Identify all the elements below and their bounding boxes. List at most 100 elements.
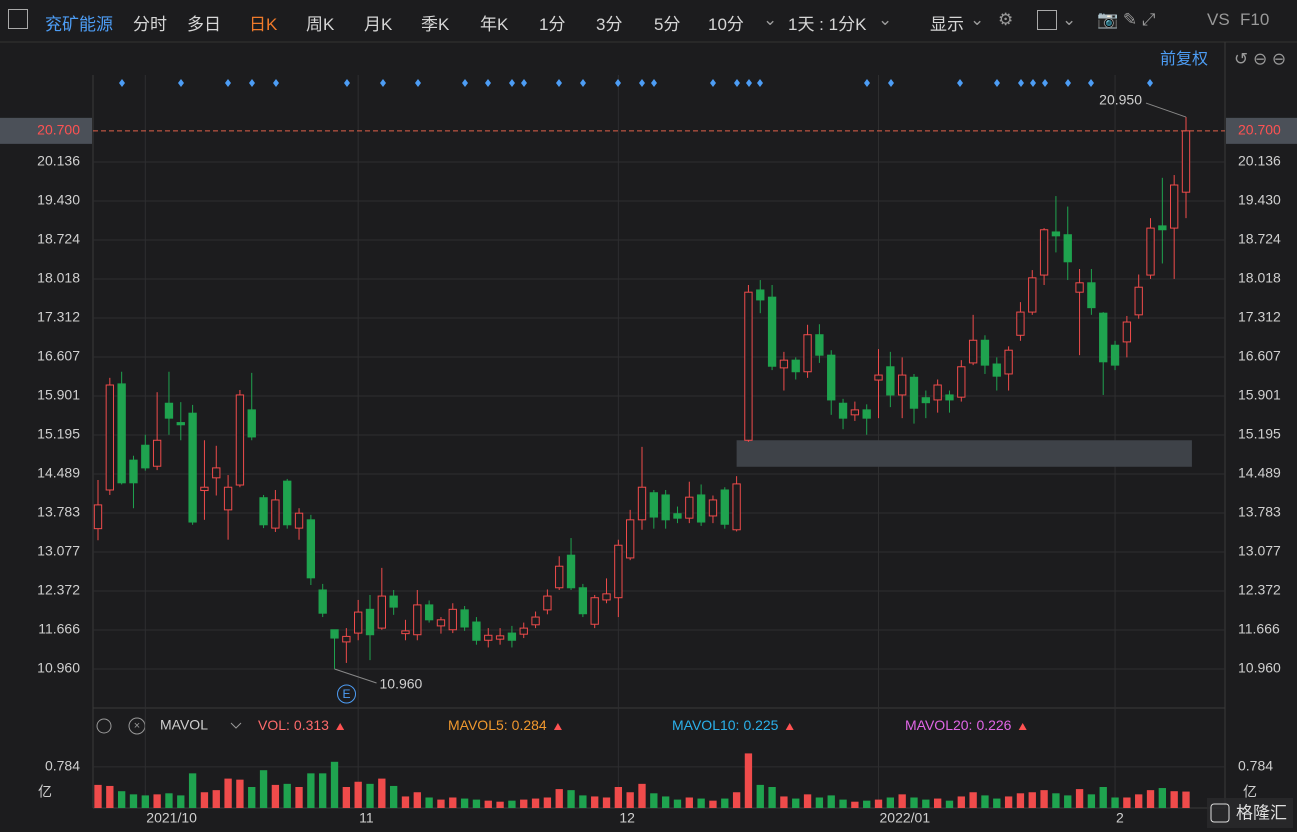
- candle-body: [779, 359, 789, 369]
- volume-bar: [1182, 791, 1190, 808]
- indicator-value: 0.284: [512, 717, 547, 733]
- interval-select[interactable]: 1天 : 1分K: [788, 15, 867, 34]
- volume-bar: [129, 794, 138, 808]
- volume-bar: [1016, 793, 1025, 808]
- volume-bar: [1111, 797, 1119, 808]
- checkbox[interactable]: [1037, 10, 1057, 30]
- last-price-label: 20.700: [1238, 122, 1281, 138]
- indicator-name: MAVOL10:: [672, 717, 739, 733]
- candle-body: [531, 616, 540, 626]
- y-tick-label: 10.960: [1238, 660, 1281, 676]
- volume-bar: [283, 783, 291, 808]
- y-tick-label: 10.960: [37, 660, 80, 676]
- candle-body: [330, 629, 339, 639]
- y-tick-label: 12.372: [1238, 582, 1281, 598]
- volume-bar: [496, 801, 504, 808]
- period-tab[interactable]: 周K: [306, 15, 335, 34]
- volume-bar: [898, 794, 906, 808]
- candle-body: [720, 489, 729, 525]
- trend-arrow: [1018, 723, 1027, 730]
- candle-body: [980, 339, 990, 366]
- settings-icon[interactable]: [96, 718, 112, 734]
- display-caret[interactable]: ⌄: [970, 10, 985, 29]
- volume-bar: [200, 792, 209, 808]
- volume-bar: [969, 792, 977, 808]
- volume-bar: [626, 792, 634, 808]
- candle-body: [1146, 227, 1155, 276]
- y-tick-label: 18.724: [1238, 231, 1281, 247]
- volume-bar: [673, 799, 682, 808]
- period-tab[interactable]: 年K: [480, 15, 509, 34]
- y-tick-label: 11.666: [1238, 621, 1280, 637]
- volume-bar: [508, 800, 516, 808]
- tool-icons[interactable]: 📷 ✎ ⤢: [1097, 10, 1156, 29]
- candle-body: [957, 366, 966, 398]
- volume-bar: [910, 797, 918, 808]
- period-tab[interactable]: 5分: [654, 15, 681, 34]
- candle-body: [649, 492, 658, 518]
- volume-bar: [177, 795, 185, 808]
- candle-body: [945, 394, 954, 401]
- period-tab[interactable]: 月K: [364, 15, 393, 34]
- y-tick-label: 18.018: [1238, 270, 1281, 286]
- event-marker: [1030, 79, 1036, 87]
- checkbox-caret[interactable]: ⌄: [1062, 10, 1077, 29]
- candle-body: [152, 439, 162, 467]
- candle-body: [495, 635, 505, 640]
- y-tick-label: 15.195: [1238, 426, 1281, 442]
- volume-bar: [117, 791, 126, 808]
- candle-body: [555, 565, 564, 589]
- period-tab[interactable]: 1分: [539, 15, 566, 34]
- event-marker: [462, 79, 468, 87]
- trend-arrow: [336, 723, 345, 730]
- volume-bar: [1004, 796, 1013, 808]
- f10-button[interactable]: F10: [1240, 10, 1270, 29]
- volume-bar: [271, 784, 280, 808]
- menu-icon[interactable]: [8, 9, 28, 29]
- interval-caret[interactable]: ⌄: [878, 10, 893, 29]
- event-marker: [615, 79, 621, 87]
- candle-body: [791, 359, 800, 373]
- period-tab[interactable]: 多日: [187, 15, 221, 34]
- y-tick-label: 20.136: [37, 153, 80, 169]
- last-price-label: 20.700: [37, 122, 80, 138]
- dropdown-caret[interactable]: [230, 722, 242, 729]
- candle-body: [507, 632, 517, 641]
- vs-button[interactable]: VS: [1207, 10, 1230, 29]
- candle-body: [1075, 282, 1084, 293]
- y-tick-label: 0.784: [45, 758, 80, 774]
- settings-icon[interactable]: ⚙: [998, 10, 1014, 29]
- event-marker: [380, 79, 386, 87]
- candle-body: [1110, 344, 1120, 366]
- tool-icons[interactable]: ↺ ⊖ ⊖: [1234, 49, 1286, 68]
- candle-body: [992, 363, 1001, 377]
- indicator-name: MAVOL5:: [448, 717, 508, 733]
- adjust-mode[interactable]: 前复权: [1160, 50, 1208, 68]
- period-tab[interactable]: 10分: [708, 15, 744, 34]
- event-marker: [415, 79, 421, 87]
- period-tab[interactable]: 分时: [133, 15, 167, 34]
- symbol[interactable]: 兖矿能源: [45, 15, 113, 34]
- annotation-label: 10.960: [380, 676, 423, 692]
- period-tab[interactable]: 日K: [249, 15, 278, 34]
- x-tick-label: 11: [359, 810, 374, 826]
- candle-body: [732, 483, 741, 531]
- candle-body: [708, 499, 718, 517]
- volume-bar: [1099, 787, 1107, 808]
- more-caret[interactable]: ⌄: [763, 10, 778, 29]
- display-menu[interactable]: 显示: [930, 15, 964, 34]
- candle-body: [105, 384, 114, 491]
- period-tab[interactable]: 3分: [596, 15, 623, 34]
- x-tick-label: 12: [619, 810, 635, 826]
- volume-bar: [342, 787, 351, 808]
- volume-bar: [520, 799, 528, 808]
- period-tab[interactable]: 季K: [421, 15, 450, 34]
- volume-bar: [981, 795, 989, 808]
- volume-bar: [153, 794, 161, 808]
- candle-body: [212, 467, 221, 479]
- volume-bar: [827, 795, 835, 808]
- candle-body: [898, 374, 907, 396]
- volume-bar: [330, 761, 339, 808]
- volume-bar: [721, 798, 729, 808]
